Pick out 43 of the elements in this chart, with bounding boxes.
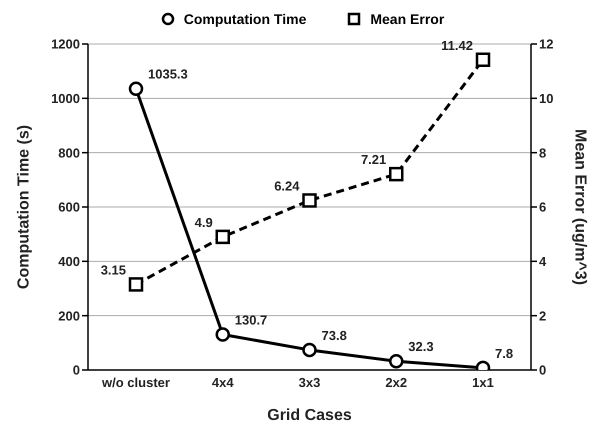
y2-tick-label: 0 xyxy=(539,362,546,378)
point xyxy=(476,52,490,68)
y-tick-label: 400 xyxy=(58,254,80,269)
point xyxy=(216,327,230,342)
y2-tick-label: 6 xyxy=(539,200,546,215)
data-label: 4.9 xyxy=(194,214,213,230)
x-tick-label: 3x3 xyxy=(298,375,320,390)
y2-tick-label: 8 xyxy=(539,145,546,160)
y-tick-label: 1000 xyxy=(51,90,80,106)
data-label: 11.42 xyxy=(441,38,473,53)
point xyxy=(389,166,404,182)
y-tick-label: 200 xyxy=(58,308,80,324)
y-tick-label: 0 xyxy=(72,362,80,378)
x-axis-title: Grid Cases xyxy=(267,407,352,424)
y2-tick-label: 2 xyxy=(539,308,546,324)
data-label: 3.15 xyxy=(100,262,126,278)
y-tick-label: 800 xyxy=(58,145,80,160)
point xyxy=(128,81,144,96)
data-label: 7.8 xyxy=(495,346,514,361)
y-axis-title: Computation Time (s) xyxy=(16,124,33,290)
point xyxy=(389,354,404,368)
point xyxy=(128,277,144,292)
point xyxy=(302,342,317,358)
data-label: 1035.3 xyxy=(148,66,188,82)
y2-tick-label: 10 xyxy=(539,90,554,106)
y2-tick-label: 4 xyxy=(539,254,547,269)
x-tick-label: w/o cluster xyxy=(101,375,170,390)
data-label: 32.3 xyxy=(408,339,434,354)
y2-axis-title: Mean Error (ug/m^3) xyxy=(571,128,588,286)
data-label: 73.8 xyxy=(322,328,347,343)
y-tick-label: 600 xyxy=(58,200,80,215)
point xyxy=(216,230,230,244)
point xyxy=(302,193,317,208)
legend-label: Computation Time xyxy=(184,11,306,27)
x-tick-label: 2x2 xyxy=(385,375,408,390)
data-label: 7.21 xyxy=(360,152,386,168)
y-tick-label: 1200 xyxy=(51,36,80,52)
legend-label: Mean Error xyxy=(370,11,444,27)
x-tick-label: 4x4 xyxy=(212,375,234,390)
y2-tick-label: 12 xyxy=(539,36,554,52)
x-tick-label: 1x1 xyxy=(472,375,494,390)
data-label: 130.7 xyxy=(234,312,268,328)
data-label: 6.24 xyxy=(274,178,300,194)
